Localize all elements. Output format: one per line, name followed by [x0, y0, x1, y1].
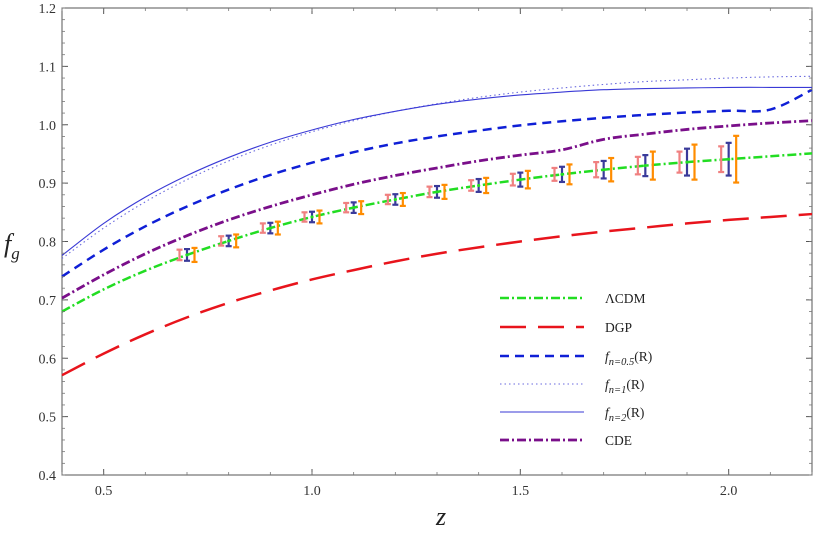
- error-bar: [483, 176, 490, 195]
- y-tick-label: 0.6: [39, 352, 57, 367]
- error-bar: [259, 222, 266, 234]
- error-bar-center: [185, 253, 189, 257]
- series-line-f-n1: [61, 75, 813, 259]
- error-bar-center: [602, 168, 606, 172]
- y-tick-label: 1.0: [39, 119, 57, 134]
- errorbar-layer: [176, 134, 740, 264]
- error-bar-center: [227, 239, 231, 243]
- error-bar: [551, 166, 558, 182]
- ticks-layer: 0.5 1.0 1.5 2.0 0.4 0.5 0.6 0.7 0.8 0.9 1.0 1.1 1.2: [39, 2, 813, 499]
- error-bar: [718, 145, 725, 174]
- error-bar: [441, 183, 448, 200]
- y-tick-label: 0.9: [39, 177, 57, 192]
- error-bar: [593, 161, 600, 179]
- error-bar: [358, 200, 365, 216]
- series-line-λcdm: [61, 152, 813, 313]
- y-tick-label: 0.5: [39, 411, 57, 426]
- error-bar: [233, 233, 240, 249]
- error-bar: [301, 211, 308, 223]
- error-bar-center: [435, 190, 439, 194]
- error-bar-center: [393, 197, 397, 202]
- error-bar: [191, 246, 198, 264]
- error-bar: [509, 172, 516, 187]
- legend-label: fn=2(R): [605, 405, 644, 424]
- y-axis-title-main: f: [4, 229, 15, 258]
- error-bar: [634, 155, 641, 176]
- error-bar: [468, 179, 475, 192]
- error-bar: [218, 235, 225, 247]
- y-axis-title-sub: g: [11, 244, 20, 263]
- error-bar: [608, 156, 615, 183]
- series-line-dgp: [61, 212, 813, 377]
- x-tick-label: 0.5: [95, 484, 113, 499]
- legend: ΛCDM DGP fn=0.5(R) fn=1(R) fn=2(R) CDE: [500, 291, 652, 448]
- series-line-f-n05: [61, 88, 813, 278]
- x-axis-title: z: [435, 502, 446, 531]
- error-bar: [649, 150, 656, 181]
- x-tick-label: 1.5: [512, 484, 530, 499]
- error-bar: [524, 169, 531, 190]
- legend-label: fn=0.5(R): [605, 349, 652, 368]
- error-bar-center: [685, 160, 689, 164]
- y-tick-label: 1.1: [39, 60, 57, 75]
- error-bar: [566, 163, 573, 186]
- error-bar: [691, 143, 698, 181]
- legend-label: CDE: [605, 433, 632, 448]
- y-tick-label: 0.4: [39, 469, 57, 484]
- legend-label: ΛCDM: [605, 291, 646, 306]
- error-bar: [384, 193, 391, 206]
- legend-label: DGP: [605, 320, 632, 335]
- error-bar-center: [310, 215, 314, 219]
- error-bar-center: [352, 206, 356, 210]
- error-bar: [176, 248, 183, 262]
- y-axis-title: fg: [4, 229, 20, 263]
- error-bar: [399, 191, 406, 207]
- y-tick-label: 0.8: [39, 236, 57, 251]
- error-bar: [274, 220, 281, 236]
- series-layer: [61, 75, 813, 377]
- y-tick-label: 1.2: [39, 2, 57, 17]
- error-bar-center: [643, 164, 647, 168]
- error-bar-center: [518, 178, 522, 182]
- error-bar: [676, 150, 683, 174]
- series-line-cde: [61, 119, 813, 300]
- error-bar-center: [477, 183, 481, 188]
- x-tick-label: 1.0: [303, 484, 321, 499]
- error-bar-center: [560, 172, 564, 176]
- legend-label: fn=1(R): [605, 377, 644, 396]
- error-bar-center: [268, 226, 272, 230]
- series-line-f-n2: [61, 86, 812, 256]
- error-bar: [316, 209, 323, 225]
- error-bar: [733, 134, 740, 184]
- x-tick-label: 2.0: [720, 484, 738, 499]
- error-bar: [343, 201, 350, 214]
- error-bar-center: [727, 157, 731, 161]
- error-bar: [426, 185, 433, 199]
- y-tick-label: 0.7: [39, 294, 57, 309]
